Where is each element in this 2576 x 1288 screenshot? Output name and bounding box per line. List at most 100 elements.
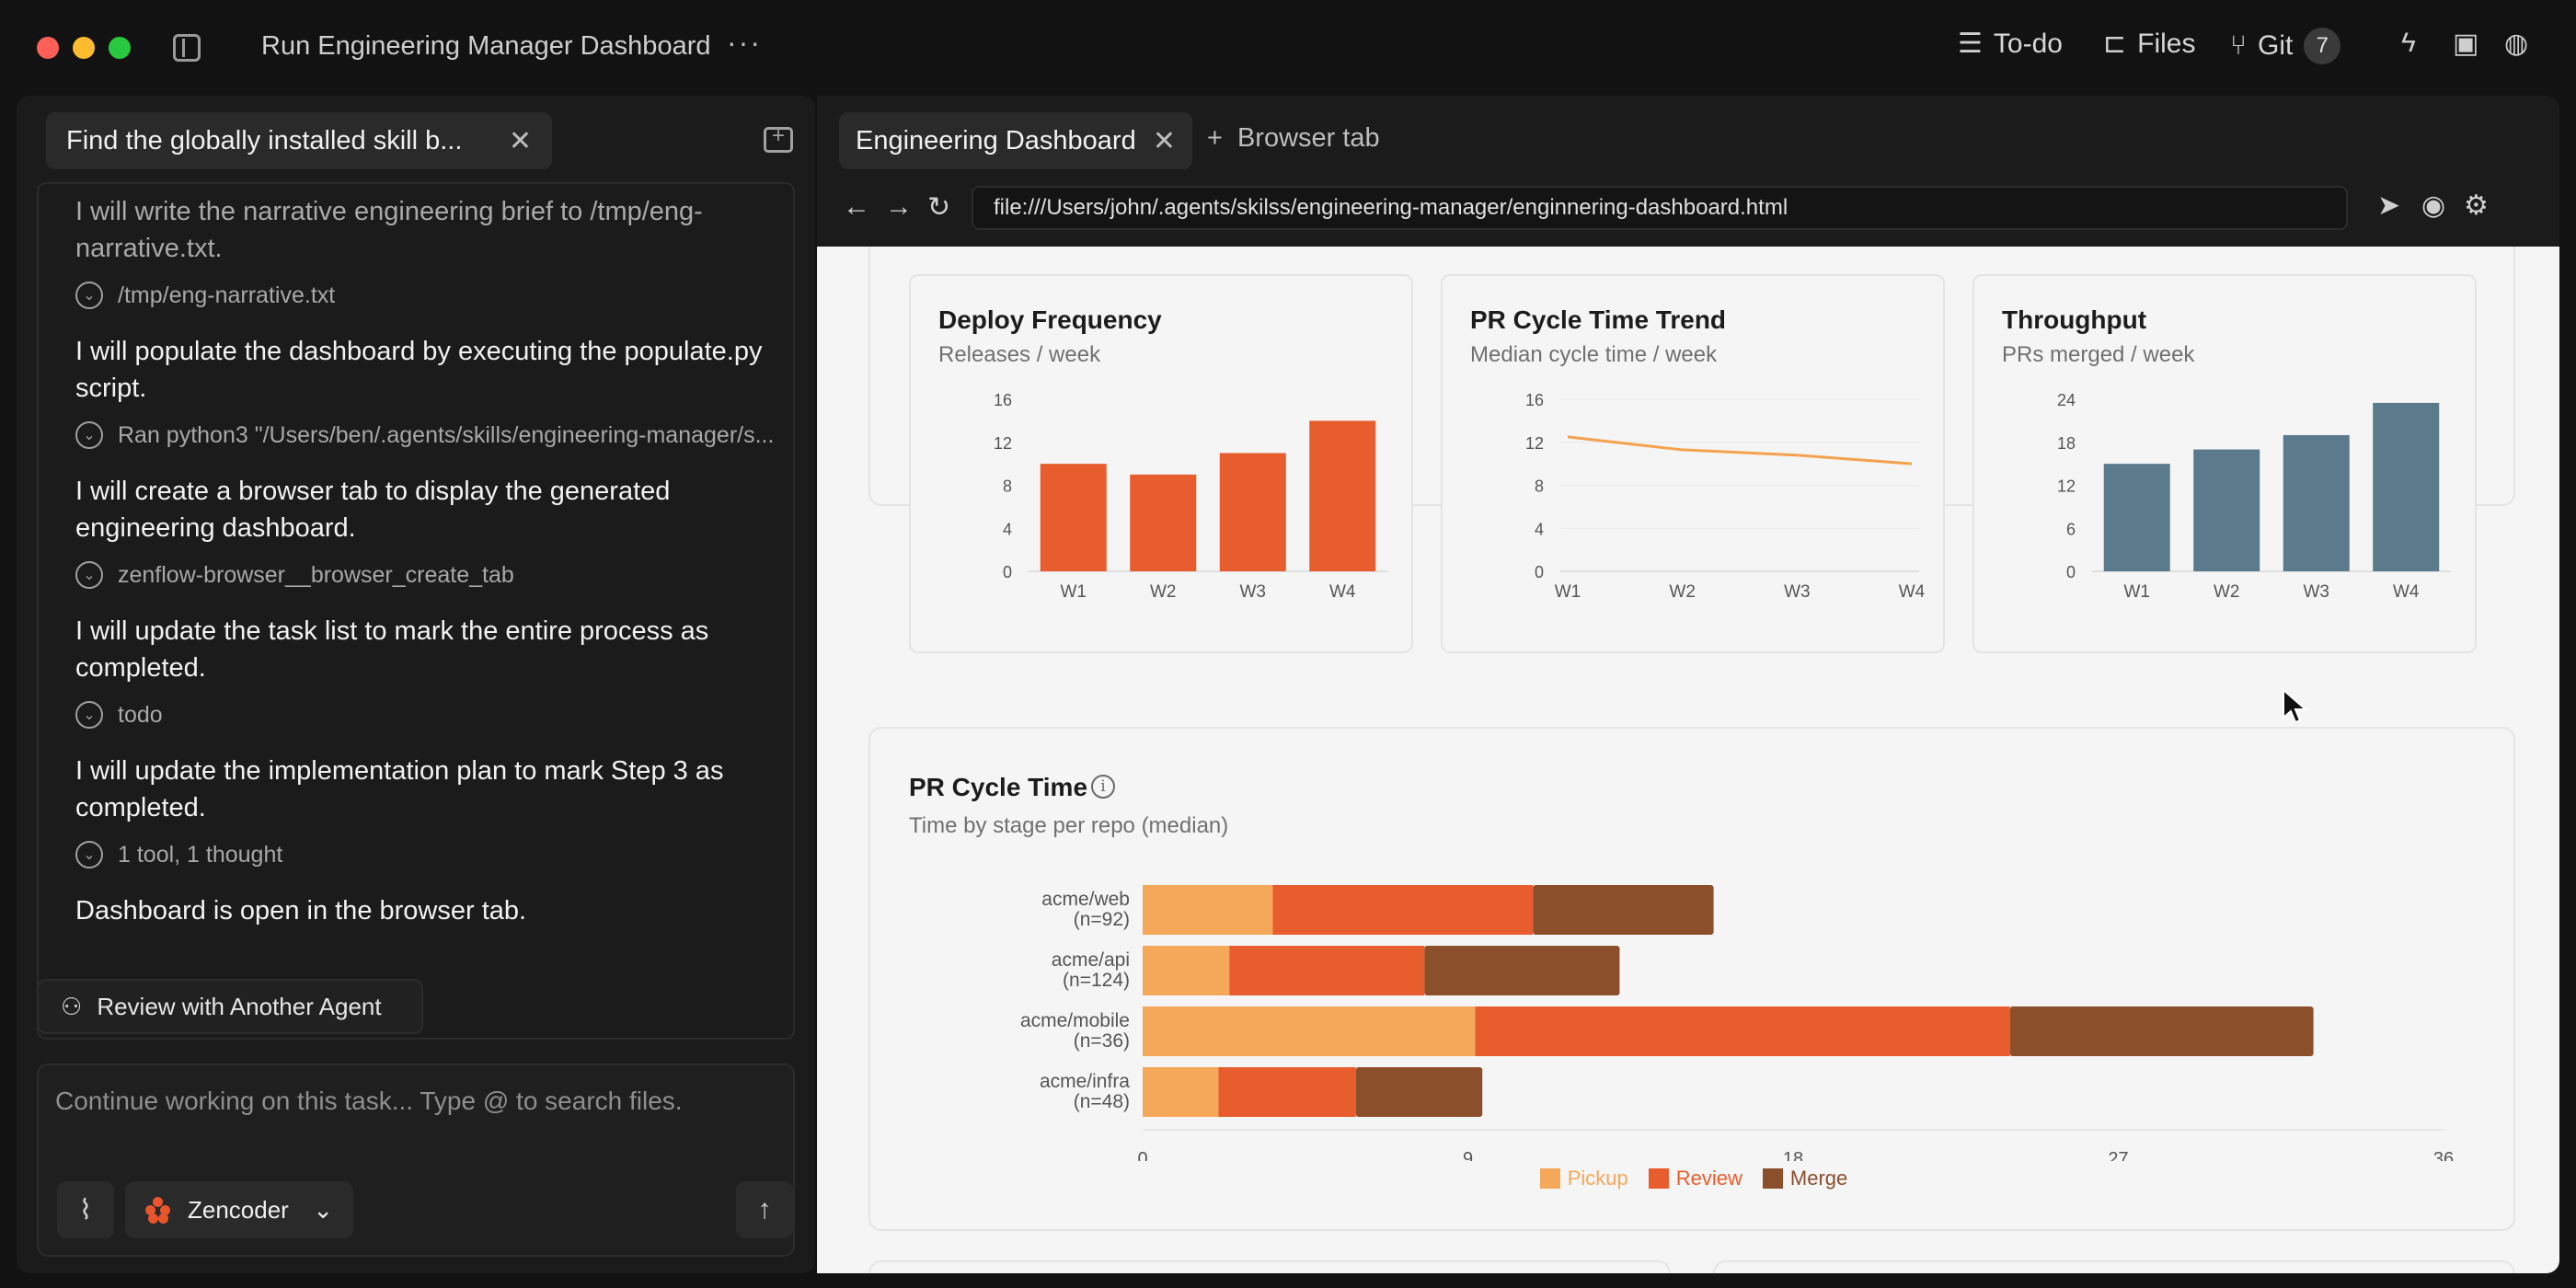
close-icon[interactable]: ✕ — [1152, 125, 1176, 156]
y-tick-label: 24 — [2057, 391, 2076, 409]
camera-icon[interactable]: ◉ — [2421, 190, 2446, 221]
ellipsis-icon[interactable]: ··· — [727, 26, 762, 59]
browser-tab-active[interactable]: Engineering Dashboard ✕ — [839, 112, 1192, 169]
y-category-label: acme/web — [1041, 889, 1130, 910]
new-browser-tab-button[interactable]: + Browser tab — [1207, 123, 1380, 154]
new-tab-label: Browser tab — [1236, 123, 1380, 153]
section-title: PR Cycle Time — [909, 773, 1088, 801]
stacked-bar-segment — [1143, 1006, 1476, 1056]
y-category-label: acme/infra — [1040, 1071, 1130, 1092]
gear-icon[interactable]: ⚙ — [2464, 190, 2489, 221]
info-icon[interactable]: i — [1091, 775, 1115, 799]
new-chat-icon[interactable] — [764, 123, 793, 153]
bar — [1219, 453, 1286, 571]
git-button[interactable]: ⑂ Git 7 — [2230, 28, 2341, 64]
bar — [2373, 402, 2440, 571]
y-tick-label: 18 — [2057, 434, 2076, 453]
card-title: PR Cycle Time Trend — [1470, 305, 1727, 334]
stacked-bar-segment — [1355, 1067, 1483, 1117]
chat-message: I will create a browser tab to display t… — [75, 477, 671, 543]
pr-cycle-time-section: PR Cycle Time i Time by stage per repo (… — [868, 727, 2515, 1231]
send-arrow-icon[interactable]: ↑ — [736, 1181, 793, 1238]
task-tab[interactable]: Find the globally installed skill b... ✕ — [46, 112, 552, 169]
browser-panel: Engineering Dashboard ✕ + Browser tab ← … — [817, 96, 2559, 1273]
x-tick-label: 0 — [1137, 1149, 1147, 1161]
x-tick-label: 9 — [1463, 1149, 1473, 1161]
x-tick-label: W1 — [2124, 582, 2151, 602]
todo-button[interactable]: ☰ To-do — [1958, 28, 2063, 60]
files-button[interactable]: ⊏ Files — [2103, 28, 2195, 60]
pr-cycle-trend-card: PR Cycle Time Trend Median cycle time / … — [1441, 274, 1945, 653]
cursor-pointer-icon[interactable]: ➤ — [2377, 190, 2401, 221]
y-count-label: (n=92) — [1074, 909, 1130, 930]
globe-icon[interactable]: ◍ — [2504, 29, 2529, 59]
chevron-down-icon: ⌄ — [75, 841, 103, 868]
y-tick-label: 0 — [1535, 563, 1544, 581]
x-tick-label: W4 — [1899, 582, 1926, 602]
bar — [2103, 464, 2170, 571]
y-count-label: (n=48) — [1074, 1091, 1130, 1112]
close-window-button[interactable] — [37, 37, 59, 59]
sidebar-toggle-icon[interactable] — [173, 34, 201, 62]
tool-call-row[interactable]: ⌄ 1 tool, 1 thought — [75, 841, 793, 868]
back-arrow-icon[interactable]: ← — [843, 191, 870, 222]
deploy-frequency-card: Deploy Frequency Releases / week 0 4 8 12 16… — [909, 274, 1413, 653]
x-tick-label: W1 — [1061, 582, 1087, 602]
reload-icon[interactable]: ↻ — [927, 192, 951, 223]
stacked-bar-segment — [1272, 885, 1534, 935]
review-with-agent-button[interactable]: ⚇ Review with Another Agent — [37, 979, 423, 1034]
x-tick-label: 27 — [2108, 1149, 2128, 1161]
tool-call-row[interactable]: ⌄ todo — [75, 701, 793, 729]
chevron-down-icon: ⌄ — [313, 1195, 333, 1224]
legend-swatch — [1539, 1168, 1560, 1189]
model-selector[interactable]: Zencoder ⌄ — [125, 1181, 353, 1238]
stacked-bar-segment — [1143, 946, 1230, 995]
app-title: Run Engineering Manager Dashboard — [261, 31, 711, 61]
legend-label: Pickup — [1567, 1167, 1628, 1190]
y-tick-label: 12 — [2057, 477, 2076, 496]
minimize-window-button[interactable] — [73, 37, 95, 59]
tool-call-row[interactable]: ⌄ zenflow-browser__browser_create_tab — [75, 561, 793, 589]
x-tick-label: W3 — [2304, 582, 2330, 602]
web-content: Deploy Frequency Releases / week 0 4 8 12 16… — [817, 247, 2559, 1273]
legend-swatch — [1648, 1168, 1669, 1189]
lightning-icon[interactable]: ϟ — [2401, 28, 2416, 58]
tool-call-label: 1 tool, 1 thought — [118, 841, 283, 868]
y-category-label: acme/mobile — [1020, 1010, 1130, 1031]
tool-call-label: Ran python3 "/Users/ben/.agents/skills/e… — [118, 421, 775, 448]
forward-arrow-icon[interactable]: → — [885, 191, 913, 222]
y-tick-label: 12 — [994, 434, 1012, 453]
tool-call-label: todo — [118, 701, 163, 728]
composer: ⌇ Zencoder ⌄ ↑ — [37, 1064, 795, 1257]
y-category-label: acme/api — [1052, 949, 1130, 971]
terminal-icon[interactable]: ▣ — [2453, 29, 2479, 59]
lower-card-right — [1713, 1260, 2515, 1273]
attach-icon[interactable]: ⌇ — [57, 1181, 114, 1238]
composer-input[interactable] — [55, 1078, 773, 1124]
card-title: Throughput — [2002, 305, 2147, 334]
tool-call-row[interactable]: ⌄ Ran python3 "/Users/ben/.agents/skills… — [75, 421, 793, 449]
zoom-window-button[interactable] — [109, 37, 131, 59]
stacked-bar-segment — [1475, 1006, 2010, 1056]
x-tick-label: W4 — [1329, 582, 1356, 602]
zencoder-logo-icon — [145, 1197, 171, 1224]
chat-message: I will update the task list to mark the … — [75, 616, 709, 683]
git-label: Git — [2258, 30, 2294, 61]
x-tick-label: 36 — [2433, 1149, 2454, 1161]
url-bar[interactable]: file:///Users/john/.agents/skilss/engine… — [972, 186, 2348, 230]
title-bar: Run Engineering Manager Dashboard ··· ☰ … — [0, 0, 2576, 96]
chevron-down-icon: ⌄ — [75, 282, 103, 309]
card-subtitle: Median cycle time / week — [1470, 342, 1718, 367]
y-tick-label: 16 — [1525, 391, 1544, 409]
legend-item-review: Review — [1648, 1167, 1742, 1190]
close-icon[interactable]: ✕ — [508, 125, 532, 156]
tool-call-label: /tmp/eng-narrative.txt — [118, 282, 336, 308]
tool-call-label: zenflow-browser__browser_create_tab — [118, 561, 514, 588]
throughput-chart: 0 6 12 18 24 W1 W2 W3 W4 — [2057, 391, 2451, 602]
tool-call-row[interactable]: ⌄ /tmp/eng-narrative.txt — [75, 282, 793, 309]
bar — [1309, 420, 1376, 571]
stacked-bar-segment — [1143, 1067, 1219, 1117]
card-title: Deploy Frequency — [938, 305, 1162, 334]
git-count-badge: 7 — [2304, 28, 2341, 64]
todo-label: To-do — [1993, 28, 2063, 59]
